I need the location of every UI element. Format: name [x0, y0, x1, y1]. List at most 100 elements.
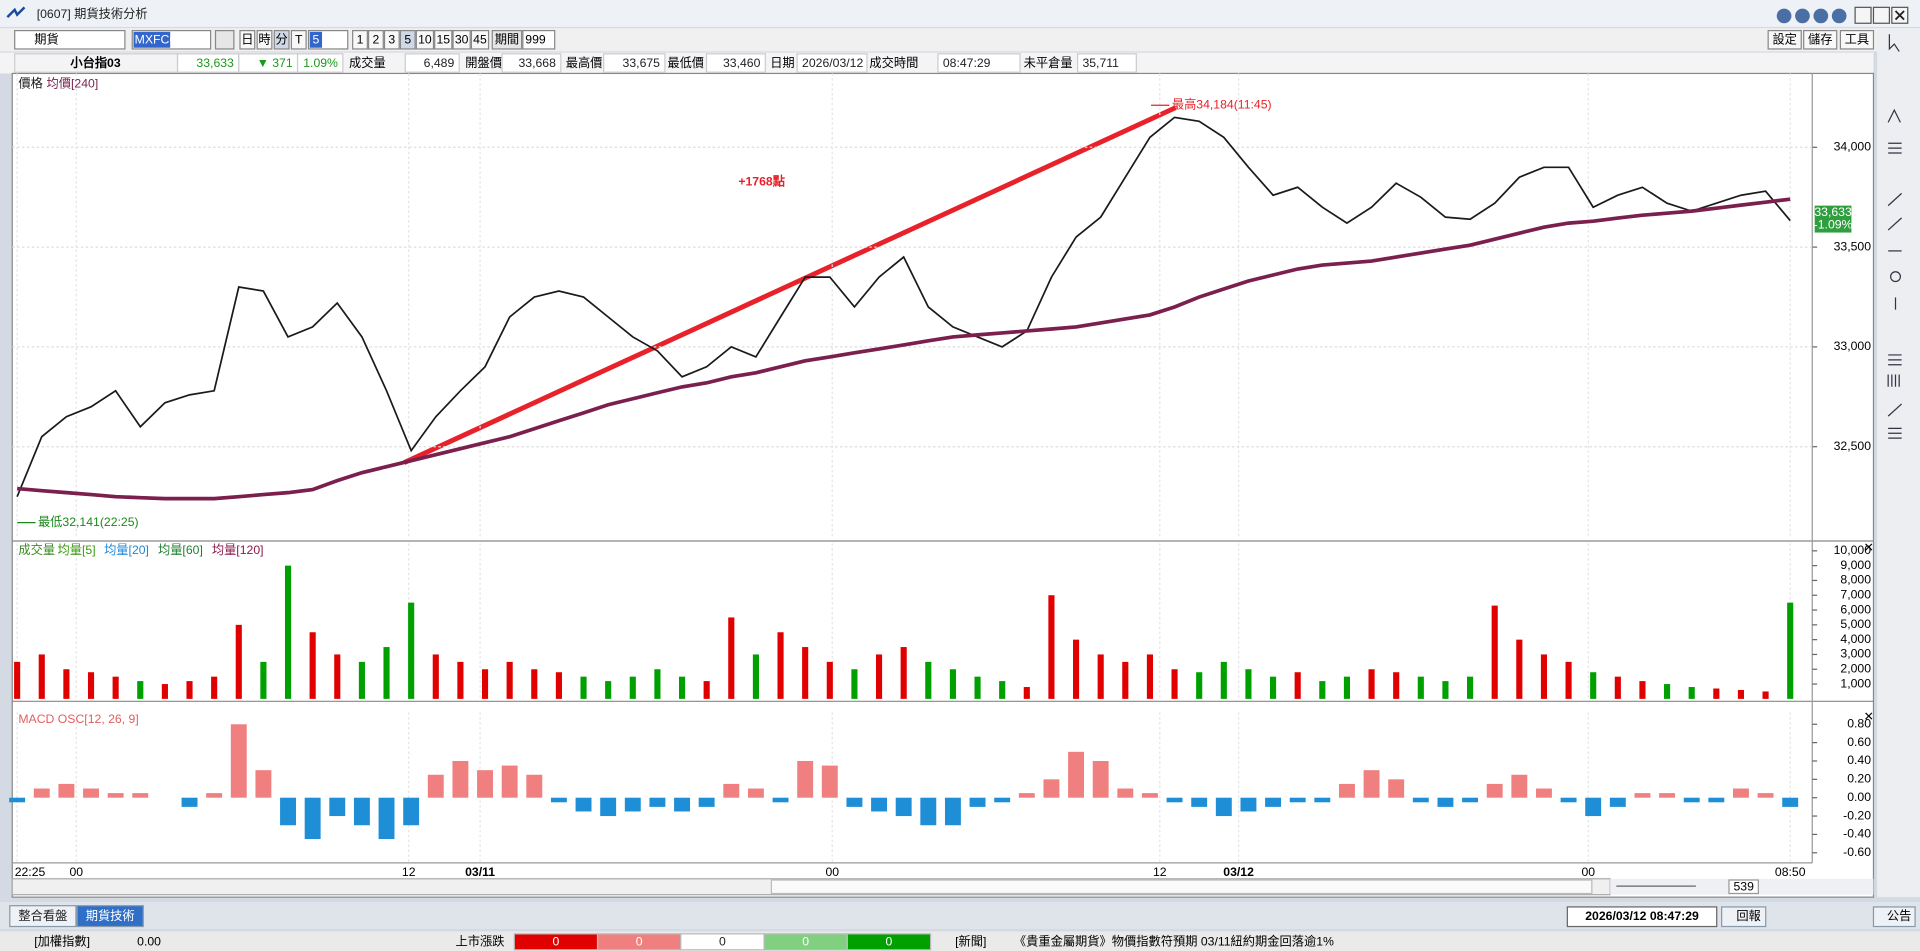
y-tick-label: 33,000 — [1834, 339, 1872, 353]
minute-button[interactable] — [415, 29, 435, 50]
fan-tool[interactable] — [1887, 403, 1903, 417]
macd-bar — [1585, 797, 1602, 817]
y-tick-label: 0.20 — [1847, 772, 1871, 786]
volume-bar — [802, 647, 809, 699]
fib-tool[interactable] — [1888, 354, 1902, 366]
macd-bar — [403, 797, 420, 826]
volume-bar — [1171, 669, 1178, 699]
action-button[interactable] — [1803, 29, 1838, 50]
circle-tool[interactable] — [1890, 271, 1902, 283]
quote-field-value: 33,460 — [723, 56, 761, 70]
period-button[interactable] — [256, 29, 273, 50]
macd-bar — [1412, 797, 1429, 803]
settings-button[interactable] — [1813, 8, 1829, 24]
macd-bar — [1732, 788, 1749, 798]
minute-button[interactable] — [383, 29, 400, 50]
quote-field-cell — [796, 53, 868, 73]
market-select[interactable] — [14, 29, 126, 50]
volume-bar — [1097, 654, 1104, 699]
macd-bar — [477, 770, 493, 798]
macd-bar — [1462, 797, 1479, 803]
right-button-label: 公告 — [1887, 909, 1911, 923]
period-button[interactable] — [273, 29, 290, 50]
tab[interactable] — [9, 905, 77, 928]
minute-button-label: 2 — [373, 33, 380, 47]
tab[interactable] — [76, 905, 144, 928]
maximize-button[interactable] — [1872, 6, 1891, 24]
volume-bar — [1343, 676, 1350, 699]
text-tool[interactable] — [1887, 108, 1901, 123]
question-button[interactable] — [1831, 8, 1847, 24]
volume-bar — [186, 681, 193, 699]
period-button[interactable] — [290, 29, 307, 50]
y-tick-label: 32,500 — [1834, 439, 1872, 453]
minute-button-label: 1 — [357, 33, 364, 47]
volume-bar — [14, 661, 21, 699]
period-button[interactable] — [239, 29, 256, 50]
volume-bar — [1762, 691, 1769, 699]
trend-line — [403, 105, 1177, 465]
right-button[interactable] — [1872, 906, 1916, 928]
macd-bar — [452, 760, 469, 798]
minute-button[interactable] — [352, 29, 368, 50]
volume-bar — [1245, 669, 1252, 699]
y-tick-label: -0.40 — [1843, 827, 1871, 841]
x-tick-label: 22:25 — [15, 865, 46, 879]
y-tick-label: -0.20 — [1843, 808, 1871, 822]
volume-bar — [703, 681, 710, 699]
volume-bar — [309, 632, 316, 699]
move-annotation: +1768點 — [738, 174, 785, 189]
macd-bar — [1117, 788, 1134, 798]
grid-tool[interactable] — [1887, 374, 1900, 387]
trendline-tool[interactable] — [1887, 192, 1903, 207]
minute-button[interactable] — [367, 29, 384, 50]
minimize-button[interactable] — [1854, 6, 1872, 24]
y-tick-label: 8,000 — [1840, 573, 1871, 587]
window-buttons[interactable] — [1776, 6, 1909, 24]
info-button[interactable] — [1795, 8, 1810, 24]
action-button[interactable] — [1839, 29, 1875, 50]
range-input[interactable] — [522, 29, 556, 50]
search-button[interactable] — [214, 29, 235, 50]
market-label: 期貨 — [34, 32, 58, 47]
macd-bar — [1265, 797, 1282, 807]
volume-bar — [137, 681, 144, 699]
lines-tool[interactable] — [1888, 142, 1902, 154]
volume-bar — [161, 684, 168, 699]
volume-bar — [654, 669, 661, 699]
volume-bar — [63, 669, 70, 699]
macd-bar — [600, 797, 617, 817]
action-label: 工具 — [1845, 33, 1869, 47]
cursor-tool[interactable] — [1888, 34, 1900, 52]
y-tick-label: 6,000 — [1840, 602, 1871, 616]
volume-bar — [752, 654, 759, 699]
volume-bar — [38, 654, 45, 699]
ray-tool[interactable] — [1887, 217, 1903, 231]
macd-bar — [1191, 797, 1208, 807]
macd-bar — [378, 797, 395, 840]
right-button[interactable] — [1721, 906, 1767, 928]
action-button[interactable] — [1767, 29, 1802, 50]
minute-button[interactable] — [452, 29, 471, 50]
quote-field-label: 日期 — [770, 56, 794, 70]
macd-bar — [1609, 797, 1626, 807]
drawing-tools[interactable] — [1887, 34, 1903, 439]
minute-button[interactable] — [470, 29, 490, 50]
volume-bar — [875, 654, 883, 699]
volume-bar — [211, 676, 218, 699]
scroll-thumb[interactable] — [770, 879, 1593, 895]
macd-bar — [353, 797, 370, 826]
macd-bar — [1659, 793, 1676, 798]
y-tick-label: 33,500 — [1834, 239, 1872, 253]
macd-bar — [1535, 788, 1552, 798]
volume-bar — [1516, 639, 1523, 699]
minute-button[interactable] — [399, 29, 416, 50]
minute-button-label: 45 — [473, 33, 487, 47]
macd-bar — [1782, 797, 1799, 807]
volume-bar — [555, 672, 562, 699]
period-button-label: 分 — [276, 33, 288, 47]
minute-button[interactable] — [434, 29, 453, 50]
quote-field-label: 未平倉量 — [1024, 55, 1073, 70]
gann-tool[interactable] — [1888, 427, 1902, 439]
help-button[interactable] — [1776, 8, 1792, 24]
